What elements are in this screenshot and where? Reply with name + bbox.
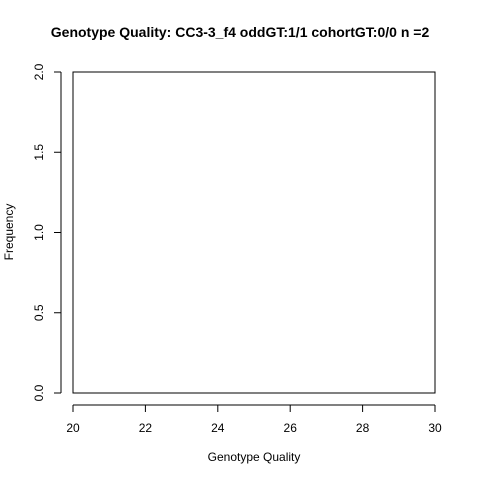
y-axis: 0.0 0.5 1.0 1.5 2.0 <box>32 63 62 401</box>
y-tick-label: 1.0 <box>32 224 46 241</box>
chart-title: Genotype Quality: CC3-3_f4 oddGT:1/1 coh… <box>51 24 430 40</box>
y-tick-label: 1.5 <box>32 144 46 161</box>
x-tick-label: 20 <box>66 421 80 435</box>
plot-frame <box>72 71 436 394</box>
y-tick-label: 2.0 <box>32 63 46 80</box>
y-tick-label: 0.0 <box>32 384 46 401</box>
x-tick-label: 22 <box>139 421 153 435</box>
y-axis-label: Frequency <box>2 204 16 261</box>
x-tick-label: 24 <box>211 421 225 435</box>
x-tick-label: 30 <box>428 421 442 435</box>
x-axis-label: Genotype Quality <box>208 450 301 464</box>
y-tick-label: 0.5 <box>32 304 46 321</box>
x-axis: 20 22 24 26 28 30 <box>66 404 442 435</box>
x-tick-label: 26 <box>284 421 298 435</box>
x-tick-label: 28 <box>356 421 370 435</box>
